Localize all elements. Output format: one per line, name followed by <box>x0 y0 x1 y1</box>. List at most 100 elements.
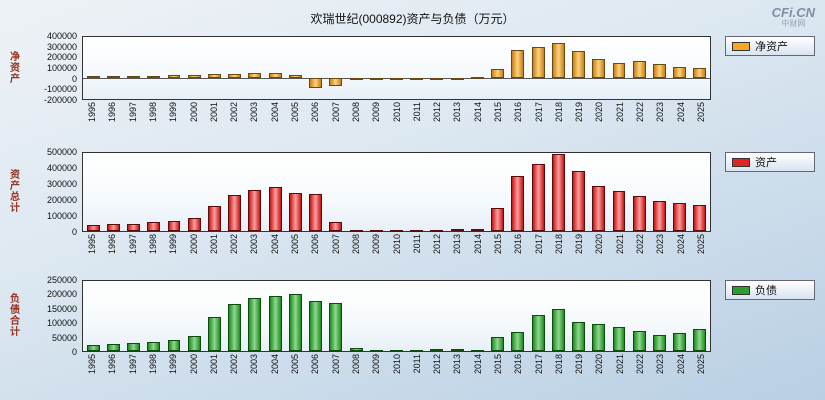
watermark-subtitle: 中财网 <box>781 18 806 28</box>
net-assets-bar <box>673 67 687 79</box>
total-liabilities-bar <box>511 331 525 351</box>
total-liabilities-bar <box>652 335 666 351</box>
total-liabilities-bar <box>693 328 707 351</box>
x-tick-label: 1995 <box>87 102 98 123</box>
x-tick-label: 2003 <box>249 102 260 123</box>
total-assets-bar <box>248 189 262 231</box>
x-tick-label: 2012 <box>432 354 443 375</box>
x-tick-label: 2013 <box>452 234 463 255</box>
total-liabilities-bar <box>410 349 424 352</box>
x-tick-label: 1998 <box>148 354 159 375</box>
plot-area <box>82 36 711 100</box>
total-liabilities-bar <box>248 298 262 351</box>
x-tick-label: 2017 <box>533 102 544 123</box>
x-tick-label: 2009 <box>371 234 382 255</box>
x-tick-label: 2008 <box>350 102 361 123</box>
x-tick-label: 1998 <box>148 234 159 255</box>
x-tick-label: 2021 <box>614 102 625 123</box>
page-title: 欢瑞世纪(000892)资产与负债（万元） <box>310 12 515 26</box>
total-assets-bar <box>470 228 484 231</box>
net-assets-bar <box>410 77 424 80</box>
y-tick-label: 200000 <box>46 195 77 205</box>
total-liabilities-bar <box>127 343 141 351</box>
total-liabilities-bar <box>572 321 585 351</box>
x-axis: 1995 1996 1997 1998 1999 2000 2001 2002 2003 2004… <box>82 100 711 138</box>
net-assets-bar <box>187 74 201 79</box>
total-assets-bar <box>207 206 221 231</box>
panel-total-liabilities: 负债合计 250000 200000 150000 100000 50000 0 1995… <box>4 275 821 390</box>
total-assets-bar <box>450 229 464 232</box>
y-tick-label: 100000 <box>46 63 77 73</box>
total-assets-bar <box>127 223 141 231</box>
y-tick-label: 0 <box>71 73 77 84</box>
total-liabilities-bar <box>551 309 565 351</box>
total-liabilities-bar <box>450 349 464 352</box>
total-assets-bar <box>228 195 242 231</box>
total-assets-bar <box>652 201 666 231</box>
total-liabilities-bar <box>612 327 626 351</box>
x-tick-label: 2013 <box>452 102 463 123</box>
x-tick-label: 2004 <box>269 354 280 375</box>
x-tick-label: 2004 <box>269 234 280 255</box>
total-liabilities-bar <box>592 324 606 351</box>
x-tick-label: 1999 <box>168 354 179 375</box>
total-assets-bar <box>693 204 707 231</box>
x-tick-label: 2021 <box>614 234 625 255</box>
net-assets-bar <box>329 78 343 86</box>
net-assets-bar <box>369 77 383 80</box>
x-tick-label: 2022 <box>634 102 645 123</box>
plot-area <box>82 152 711 232</box>
total-assets-bar <box>511 175 525 231</box>
x-tick-label: 2003 <box>249 234 260 255</box>
total-assets-bar <box>147 222 161 231</box>
y-axis-title-wrap: 资产总计 <box>4 152 26 232</box>
x-tick-label: 2006 <box>310 354 321 375</box>
legend-column: 资产 <box>711 152 821 172</box>
y-axis-title: 净资产 <box>10 51 20 85</box>
net-assets-bar <box>572 50 585 79</box>
x-tick-label: 2011 <box>411 234 422 254</box>
x-tick-label: 1997 <box>127 102 138 123</box>
legend: 资产 <box>725 152 815 172</box>
y-tick-label: 500000 <box>46 147 77 157</box>
x-tick-label: 2017 <box>533 354 544 375</box>
x-tick-label: 2000 <box>188 234 199 255</box>
x-tick-label: 1997 <box>127 234 138 255</box>
total-assets-bar <box>551 153 565 231</box>
x-tick-label: 2000 <box>188 354 199 375</box>
total-assets-bar <box>106 224 120 231</box>
y-tick-label: 0 <box>71 227 77 237</box>
y-axis-title-wrap: 净资产 <box>4 36 26 100</box>
total-liabilities-bar <box>430 349 444 352</box>
x-tick-label: 1996 <box>107 102 118 123</box>
x-tick-label: 2004 <box>269 102 280 123</box>
x-tick-label: 1999 <box>168 234 179 255</box>
x-tick-label: 2023 <box>655 102 666 123</box>
net-assets-bar <box>612 62 626 79</box>
x-tick-label: 2008 <box>350 354 361 375</box>
panel-total-assets: 资产总计 500000 400000 300000 200000 100000 0 199… <box>4 147 821 270</box>
x-tick-label: 2015 <box>492 234 503 255</box>
panel-net-assets: 净资产 400000 300000 200000 100000 0 -100000 -200… <box>4 31 821 138</box>
x-tick-label: 1996 <box>107 234 118 255</box>
x-tick-label: 2020 <box>594 234 605 255</box>
x-tick-label: 1999 <box>168 102 179 123</box>
x-tick-label: 2022 <box>634 234 645 255</box>
x-tick-label: 2005 <box>290 234 301 255</box>
y-tick-label: -100000 <box>43 84 77 95</box>
x-tick-label: 1998 <box>148 102 159 123</box>
net-assets-bar <box>86 76 100 79</box>
y-tick-label: 400000 <box>46 31 77 41</box>
total-liabilities-bar <box>207 316 221 351</box>
net-assets-bar <box>491 68 505 79</box>
y-tick-label: 0 <box>71 347 77 357</box>
x-tick-label: 2005 <box>290 102 301 123</box>
total-assets-bar <box>592 185 606 231</box>
total-liabilities-bar <box>167 340 181 351</box>
x-tick-label: 2018 <box>553 102 564 123</box>
total-liabilities-bar <box>106 344 120 351</box>
x-tick-label: 2006 <box>310 234 321 255</box>
total-assets-bar <box>187 217 201 231</box>
net-assets-bar <box>693 68 707 79</box>
total-assets-bar <box>309 194 323 231</box>
